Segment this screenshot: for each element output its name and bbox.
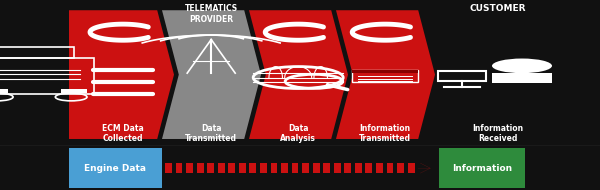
Bar: [176, 163, 182, 173]
Bar: [439, 148, 525, 188]
FancyBboxPatch shape: [352, 70, 418, 73]
Text: Data
Transmitted: Data Transmitted: [185, 124, 237, 143]
Text: CUSTOMER: CUSTOMER: [470, 4, 526, 13]
Text: Information
Transmitted: Information Transmitted: [359, 124, 411, 143]
Bar: [260, 163, 267, 173]
Polygon shape: [249, 10, 348, 139]
Bar: [365, 163, 373, 173]
Bar: [397, 163, 404, 173]
Bar: [69, 148, 162, 188]
Bar: [334, 163, 341, 173]
Text: Information
Received: Information Received: [472, 124, 524, 143]
Bar: [197, 163, 203, 173]
Text: TELEMATICS
PROVIDER: TELEMATICS PROVIDER: [185, 4, 238, 24]
Bar: [323, 163, 330, 173]
FancyBboxPatch shape: [0, 89, 8, 93]
Text: ECM Data
Collected: ECM Data Collected: [102, 124, 144, 143]
Polygon shape: [69, 10, 174, 139]
Bar: [239, 163, 246, 173]
Bar: [281, 163, 288, 173]
Bar: [292, 163, 298, 173]
Bar: [407, 163, 415, 173]
Bar: [229, 163, 235, 173]
Polygon shape: [336, 10, 435, 139]
FancyBboxPatch shape: [61, 89, 87, 93]
Bar: [218, 163, 224, 173]
Text: Data
Analysis: Data Analysis: [280, 124, 316, 143]
Bar: [165, 163, 172, 173]
FancyBboxPatch shape: [352, 70, 418, 82]
Bar: [355, 163, 362, 173]
Bar: [344, 163, 351, 173]
Text: Information: Information: [452, 164, 512, 173]
Polygon shape: [162, 10, 261, 139]
Polygon shape: [492, 73, 552, 83]
Bar: [302, 163, 309, 173]
Bar: [186, 163, 193, 173]
Bar: [207, 163, 214, 173]
Bar: [271, 163, 277, 173]
Bar: [313, 163, 320, 173]
Text: Engine Data: Engine Data: [85, 164, 146, 173]
Bar: [386, 163, 394, 173]
Bar: [376, 163, 383, 173]
Circle shape: [492, 59, 552, 73]
Bar: [250, 163, 256, 173]
